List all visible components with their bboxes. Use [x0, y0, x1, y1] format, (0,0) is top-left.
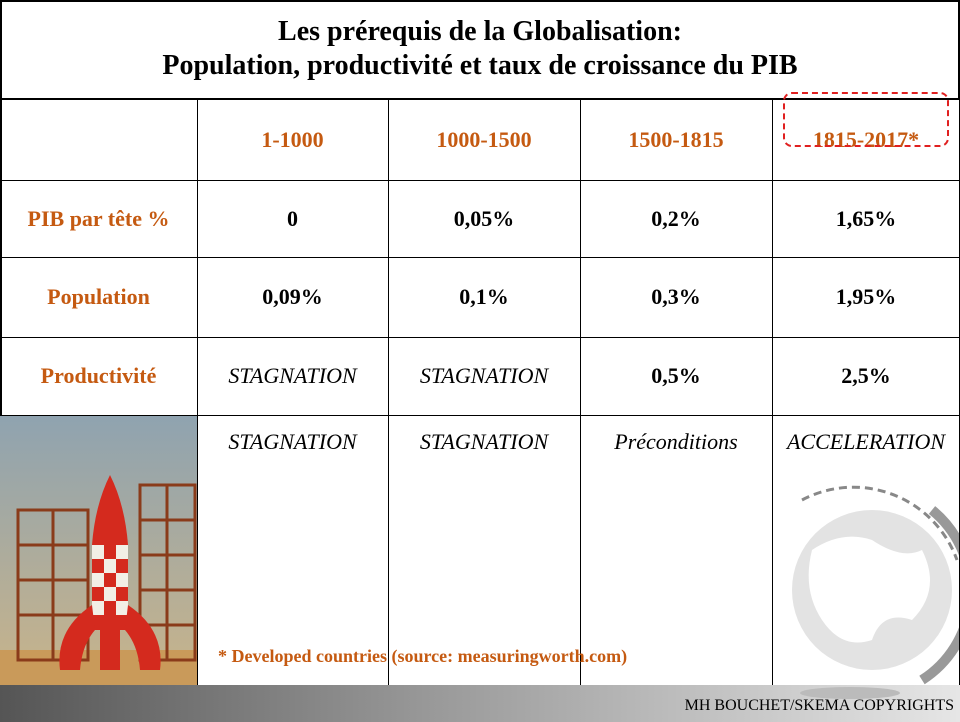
table-cell: 0,3%	[651, 284, 701, 309]
table-cell: 0,2%	[651, 205, 701, 231]
column-header: 1-1000	[261, 127, 324, 152]
grid-line	[0, 415, 960, 416]
footer-ornament	[800, 687, 900, 699]
grid-line	[772, 100, 773, 685]
grid-line	[0, 180, 960, 181]
globe-image	[792, 485, 960, 685]
column-header: 1815-2017*	[812, 127, 920, 152]
highlight-box	[783, 92, 949, 147]
table-cell: ACCELERATION	[786, 429, 946, 454]
table-cell: STAGNATION	[228, 429, 357, 454]
grid-line	[197, 100, 198, 685]
footer-bar	[0, 685, 960, 722]
grid-line	[580, 100, 581, 685]
row-header: Productivité	[40, 363, 157, 388]
table-cell: 0,09%	[262, 284, 323, 309]
table-cell: 2,5%	[841, 363, 891, 388]
copyright: MH BOUCHET/SKEMA COPYRIGHTS	[684, 697, 954, 714]
table-cell: Préconditions	[614, 429, 738, 454]
table-cell: STAGNATION	[419, 429, 549, 454]
grid-line	[0, 257, 960, 258]
row-header: PIB par tête %	[27, 205, 170, 231]
grid-line	[0, 337, 960, 338]
footnote: * Developed countries (source: measuring…	[218, 646, 628, 666]
table-cell: 0,5%	[651, 363, 701, 388]
title-line: Population, productivité et taux de croi…	[162, 50, 798, 81]
column-header: 1000-1500	[436, 127, 532, 152]
table-cell: STAGNATION	[419, 363, 549, 388]
title-line: Les prérequis de la Globalisation:	[278, 16, 682, 47]
title-box: Les prérequis de la Globalisation: Popul…	[0, 0, 960, 100]
grid-line	[388, 100, 389, 685]
table-cell: 0,1%	[459, 284, 509, 309]
rocket-image	[0, 415, 197, 685]
table-cell: 1,95%	[835, 284, 897, 309]
column-header: 1500-1815	[628, 127, 724, 152]
table-cell: 0,05%	[453, 205, 515, 231]
table-cell: 0	[287, 205, 298, 231]
table-cell: 1,65%	[835, 205, 897, 231]
table-cell: STAGNATION	[228, 363, 357, 388]
row-header: Population	[47, 284, 150, 309]
